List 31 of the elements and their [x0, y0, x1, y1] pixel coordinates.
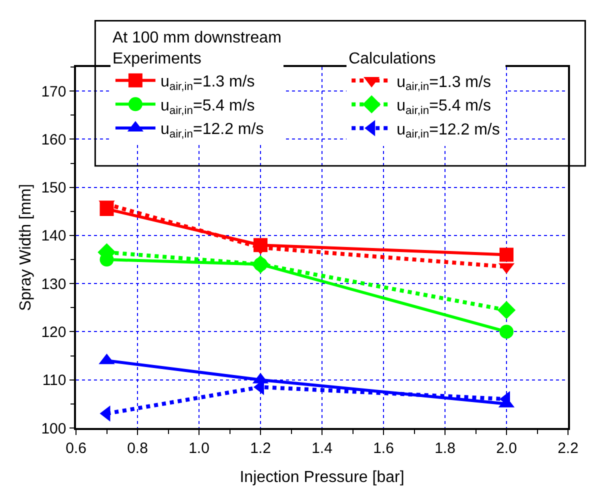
legend-label: u$_{air,in}$=1.3 m/s [160, 74, 255, 93]
y-tick-label: 170 [41, 83, 66, 100]
x-tick-label: 1.8 [434, 440, 456, 457]
legend-label: u$_{air,in}$=5.4 m/s [396, 98, 491, 117]
annotation: Experiments [112, 50, 202, 68]
y-tick-label: 140 [41, 228, 66, 245]
x-tick-label: 0.8 [127, 440, 148, 457]
y-tick-label: 110 [42, 372, 66, 390]
legend-label: u$_{air,in}$=12.2 m/s [160, 121, 264, 141]
point [500, 248, 514, 262]
point [497, 300, 516, 320]
point [500, 324, 514, 339]
legend-label: u$_{air,in}$=12.2 m/s [396, 121, 500, 141]
x-tick-label: 2.2 [558, 440, 578, 457]
legend-title: At 100 mm downstream [112, 30, 282, 47]
x-tick-label: 1.2 [250, 440, 271, 457]
y-tick-label: 150 [41, 180, 66, 197]
y-tick-label: 120 [41, 324, 66, 341]
x-axis-title: Injection Pressure [bar] [240, 468, 404, 486]
x-tick-label: 1.6 [373, 440, 394, 457]
y-tick-label: 100 [41, 420, 66, 438]
y-axis-title: Spray Width [mm] [18, 184, 35, 312]
x-tick-label: 0.6 [66, 440, 86, 457]
y-tick-label: 160 [41, 131, 66, 148]
legend-label: u$_{air,in}$=1.3 m/s [396, 74, 491, 94]
legend-label: u$_{air,in}$=5.4 m/s [160, 97, 255, 117]
x-tick-label: 1.4 [312, 440, 332, 457]
x-tick-label: 1.0 [188, 440, 210, 457]
annotation: Calculations [348, 50, 436, 68]
y-tick-label: 130 [41, 276, 66, 293]
x-tick-label: 2.0 [496, 440, 517, 457]
